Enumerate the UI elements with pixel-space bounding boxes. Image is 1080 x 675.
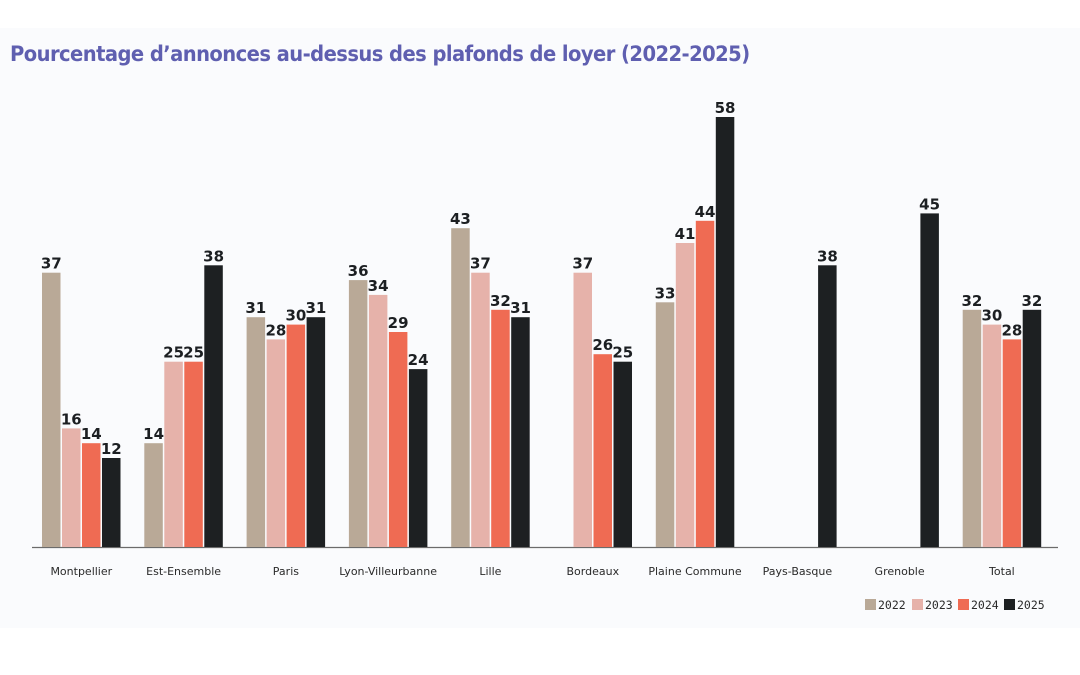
legend-label-2024: 2024 <box>971 598 999 612</box>
bar-montpellier-2023 <box>62 428 81 547</box>
value-label: 24 <box>408 351 429 369</box>
bar-paris-2023 <box>266 339 286 547</box>
legend: 2022 2023 2024 2025 <box>865 598 1045 612</box>
value-label: 12 <box>101 440 122 458</box>
value-label: 38 <box>203 247 224 265</box>
value-label: 25 <box>163 344 184 362</box>
bar-bordeaux-2024 <box>593 354 612 547</box>
value-label: 31 <box>245 299 266 317</box>
bar-plaine-commune-2023 <box>675 243 695 547</box>
value-label: 28 <box>1001 321 1022 339</box>
bar-total-2025 <box>1022 309 1042 547</box>
bar-lyon-villeurbanne-2023 <box>368 294 388 547</box>
value-label: 16 <box>61 410 82 428</box>
bar-montpellier-2024 <box>82 443 101 547</box>
category-label-paris: Paris <box>273 565 299 578</box>
bar-plaine-commune-2025 <box>715 117 735 547</box>
bar-est-ensemble-2023 <box>164 361 183 547</box>
legend-label-2023: 2023 <box>925 598 953 612</box>
bar-total-2023 <box>982 324 1002 547</box>
legend-swatch-2025 <box>1004 599 1015 610</box>
bar-total-2022 <box>962 309 982 547</box>
bars-layer <box>42 117 1042 548</box>
category-label-lyon-villeurbanne: Lyon-Villeurbanne <box>339 565 437 578</box>
legend-swatch-2022 <box>865 599 876 610</box>
value-label: 32 <box>1021 292 1042 310</box>
bar-lyon-villeurbanne-2024 <box>388 332 408 547</box>
value-label: 41 <box>675 225 696 243</box>
bar-plaine-commune-2022 <box>655 302 675 547</box>
category-label-grenoble: Grenoble <box>875 565 925 578</box>
bar-lille-2023 <box>471 272 490 547</box>
bar-lille-2024 <box>491 309 510 547</box>
category-label-montpellier: Montpellier <box>50 565 112 578</box>
category-label-plaine-commune: Plaine Commune <box>648 565 742 578</box>
bar-est-ensemble-2025 <box>204 265 223 547</box>
legend-label-2025: 2025 <box>1017 598 1045 612</box>
bar-lille-2022 <box>451 228 470 547</box>
legend-swatch-2023 <box>912 599 923 610</box>
value-label: 31 <box>305 299 326 317</box>
value-label: 25 <box>612 344 633 362</box>
value-label: 31 <box>510 299 531 317</box>
bar-est-ensemble-2024 <box>184 361 203 547</box>
value-label: 45 <box>919 195 940 213</box>
value-label: 32 <box>961 292 982 310</box>
bar-plaine-commune-2024 <box>695 220 715 548</box>
value-label: 14 <box>143 425 164 443</box>
bar-paris-2025 <box>306 317 326 547</box>
legend-swatch-2024 <box>958 599 969 610</box>
category-label-lille: Lille <box>479 565 501 578</box>
bar-paris-2024 <box>286 324 306 547</box>
bar-total-2024 <box>1002 339 1022 547</box>
bar-grenoble-2025 <box>920 213 939 547</box>
value-label: 32 <box>490 292 511 310</box>
bar-paris-2022 <box>246 317 266 547</box>
category-labels-layer: Montpellier Est-Ensemble Paris Lyon-Villeur… <box>50 565 1014 578</box>
category-label-bordeaux: Bordeaux <box>567 565 620 578</box>
category-label-pays-basque: Pays-Basque <box>763 565 833 578</box>
legend-label-2022: 2022 <box>878 598 906 612</box>
value-label: 25 <box>183 344 204 362</box>
value-label: 28 <box>265 321 286 339</box>
bar-lille-2025 <box>511 317 530 547</box>
value-label: 43 <box>450 210 471 228</box>
value-label: 29 <box>388 314 409 332</box>
value-label: 36 <box>348 262 369 280</box>
value-label: 37 <box>572 255 593 273</box>
value-label: 30 <box>981 307 1002 325</box>
bar-lyon-villeurbanne-2022 <box>348 280 368 547</box>
value-label: 58 <box>715 99 736 117</box>
bar-montpellier-2022 <box>42 272 61 547</box>
bar-lyon-villeurbanne-2025 <box>408 369 428 547</box>
bar-montpellier-2025 <box>102 458 121 547</box>
value-label: 26 <box>592 336 613 354</box>
value-label: 14 <box>81 425 102 443</box>
value-label: 37 <box>470 255 491 273</box>
value-label: 33 <box>655 284 676 302</box>
bar-bordeaux-2023 <box>573 272 592 547</box>
value-label: 38 <box>817 247 838 265</box>
value-label: 37 <box>41 255 62 273</box>
bar-bordeaux-2025 <box>613 361 632 547</box>
bar-est-ensemble-2022 <box>144 443 163 547</box>
category-label-est-ensemble: Est-Ensemble <box>146 565 221 578</box>
value-label: 44 <box>695 203 716 221</box>
value-label: 34 <box>368 277 389 295</box>
value-label: 30 <box>285 307 306 325</box>
bar-pays-basque-2025 <box>818 265 837 547</box>
category-label-total: Total <box>988 565 1015 578</box>
chart-title: Pourcentage d’annonces au-dessus des pla… <box>10 42 750 66</box>
